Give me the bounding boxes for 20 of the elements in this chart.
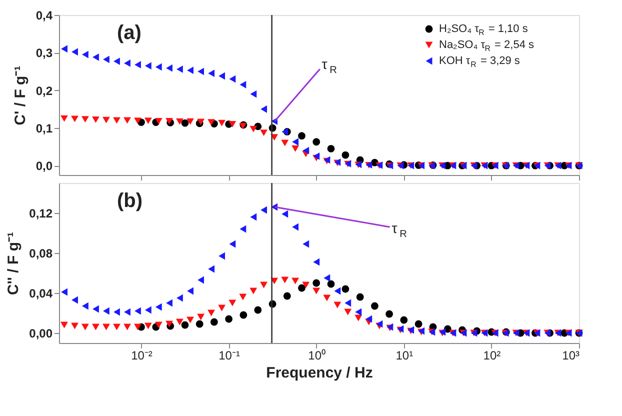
x-tick-label: 10¹ [396, 348, 414, 362]
y-tick-label: 0,08 [29, 246, 53, 260]
x-tick-label: 10² [483, 348, 501, 362]
x-tick-label: 10⁻¹ [218, 348, 240, 362]
y-tick-label: 0,4 [36, 8, 53, 22]
x-tick-label: 10⁻² [131, 348, 152, 362]
y-tick-label: 0,04 [29, 286, 53, 300]
y-axis-title: C'' / F g⁻¹ [5, 232, 22, 295]
y-tick-label: 0,0 [36, 159, 53, 174]
y-tick-label: 0,12 [29, 206, 53, 220]
y-tick-label: 0,00 [29, 326, 53, 340]
annotation: (a) [117, 22, 142, 44]
y-axis-title: C' / F g⁻¹ [12, 66, 29, 126]
y-tick-label: 0,2 [36, 84, 53, 98]
x-axis-title: Frequency / Hz [266, 364, 373, 382]
annotation: (b) [117, 190, 143, 212]
y-tick-label: 0,1 [36, 121, 53, 136]
y-tick-label: 0,3 [36, 46, 53, 60]
x-tick-label: 10⁰ [308, 348, 326, 362]
x-tick-label: 10³ [562, 348, 580, 362]
